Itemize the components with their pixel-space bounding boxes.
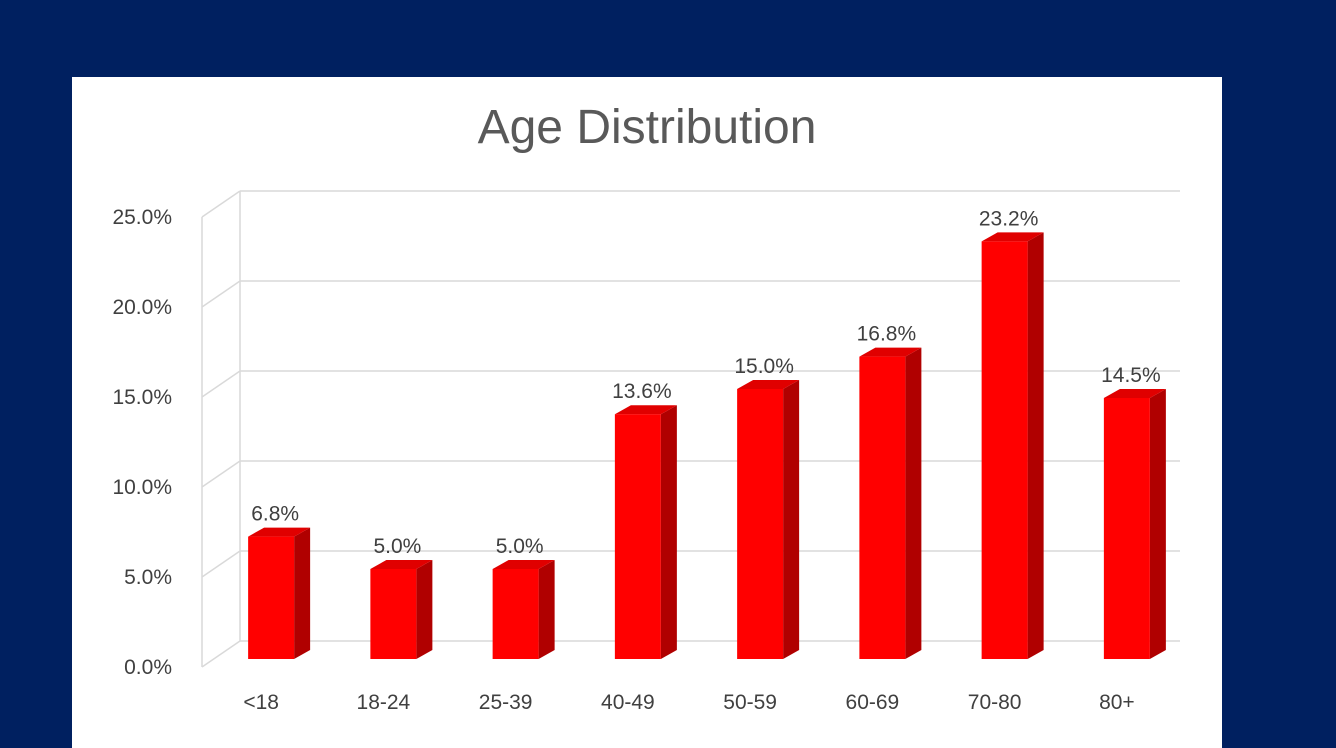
bar-side: [538, 560, 555, 659]
bar-top: [1103, 389, 1166, 398]
bar-top: [248, 527, 311, 537]
x-tick-label: 60-69: [846, 691, 900, 714]
bar-side: [660, 405, 677, 659]
bar-side: [783, 380, 800, 659]
bar-top: [859, 347, 922, 357]
gridline-depth: [201, 640, 241, 668]
bar-top: [492, 560, 555, 569]
y-tick-label: 5.0%: [124, 566, 172, 589]
x-tick-label: 18-24: [357, 691, 411, 714]
y-tick-label: 15.0%: [112, 386, 172, 409]
y-tick-label: 25.0%: [112, 206, 172, 229]
bar: [614, 405, 677, 659]
bar-top: [370, 560, 433, 569]
gridline-depth: [201, 190, 241, 218]
y-axis-ticks: 0.0% 5.0% 10.0% 15.0% 20.0% 25.0%: [112, 206, 172, 679]
gridline-depth: [201, 460, 241, 488]
x-tick-label: 40-49: [601, 691, 655, 714]
x-tick-label: 70-80: [968, 691, 1022, 714]
x-axis-ticks: <18 18-24 25-39 40-49 50-59 60-69 70-80 80+: [243, 691, 1134, 714]
bar-side: [294, 527, 311, 659]
y-tick-label: 10.0%: [112, 476, 172, 499]
bar: [859, 347, 922, 659]
y-tick-label: 0.0%: [124, 656, 172, 679]
bar-front: [859, 356, 906, 659]
data-labels: 6.8% 5.0% 5.0% 13.6% 15.0% 16.8% 23.2% 14.5%: [251, 207, 1160, 558]
bar: [248, 527, 311, 659]
bar-top: [737, 380, 800, 389]
data-label: 5.0%: [373, 535, 421, 558]
bar-side: [1027, 232, 1044, 659]
bar-front: [981, 241, 1028, 659]
gridlines: [201, 190, 1180, 668]
bar-side: [905, 347, 922, 659]
bar-front: [737, 389, 784, 659]
bar-front: [370, 569, 417, 659]
bar: [1103, 389, 1166, 659]
bar-side: [416, 560, 433, 659]
bar: [737, 380, 800, 659]
chart-title: Age Distribution: [478, 101, 817, 154]
data-label: 14.5%: [1101, 364, 1161, 387]
bar: [370, 560, 433, 659]
bars: [248, 232, 1166, 659]
bar-side: [1149, 389, 1166, 659]
data-label: 16.8%: [857, 323, 917, 346]
gridline-depth: [201, 550, 241, 578]
data-label: 5.0%: [496, 535, 544, 558]
x-tick-label: 80+: [1099, 691, 1135, 714]
bar-chart: Age Distribution 0.0% 5.0% 10.0% 15.0% 20.0%…: [112, 101, 1180, 714]
x-tick-label: 50-59: [723, 691, 777, 714]
gridline-depth: [201, 280, 241, 308]
x-tick-label: 25-39: [479, 691, 533, 714]
data-label: 6.8%: [251, 503, 299, 526]
data-label: 15.0%: [734, 355, 794, 378]
bar-front: [614, 414, 661, 659]
gridline-depth: [201, 370, 241, 398]
y-tick-label: 20.0%: [112, 296, 172, 319]
data-label: 23.2%: [979, 207, 1039, 230]
bar-front: [1103, 398, 1150, 659]
bar-front: [248, 536, 295, 659]
bar-top: [614, 405, 677, 415]
x-tick-label: <18: [243, 691, 279, 714]
bar: [981, 232, 1044, 659]
bar-top: [981, 232, 1044, 242]
bar: [492, 560, 555, 659]
data-label: 13.6%: [612, 380, 672, 403]
chart-panel: Age Distribution 0.0% 5.0% 10.0% 15.0% 20.0%…: [72, 77, 1222, 748]
bar-front: [492, 569, 539, 659]
